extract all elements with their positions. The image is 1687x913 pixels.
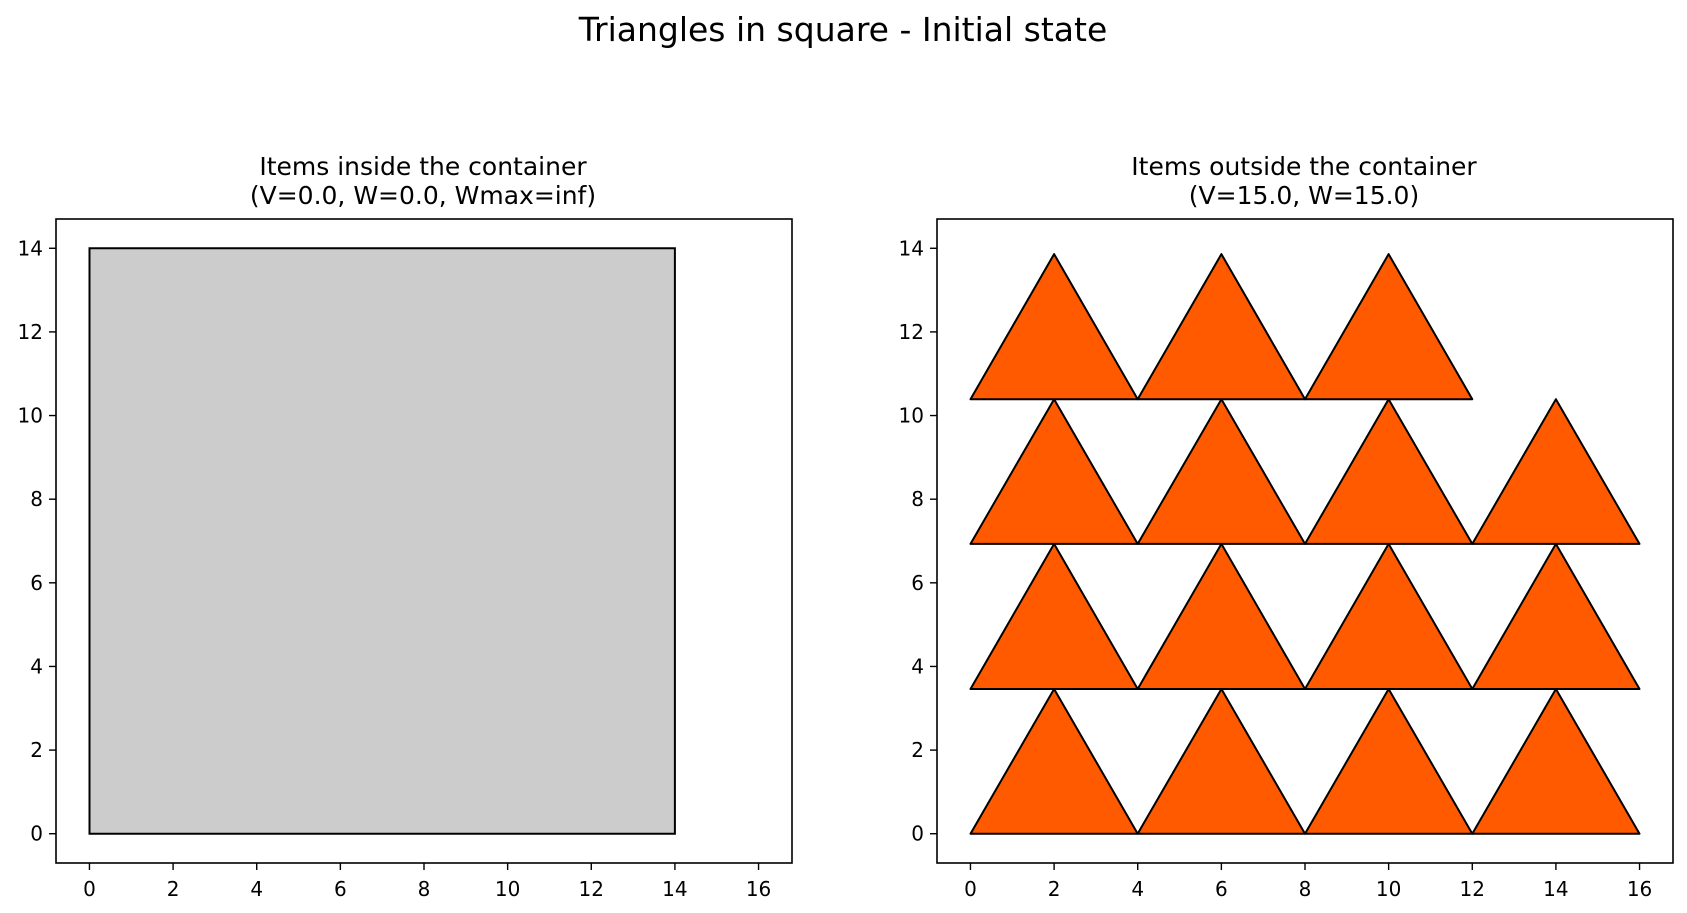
inside-x-tick-label: 10 [495, 877, 520, 901]
inside-x-tick-label: 12 [579, 877, 604, 901]
inside-y-tick-label: 2 [30, 738, 43, 762]
triangle-item-13 [969, 253, 1139, 401]
outside-x-tick-label: 14 [1543, 877, 1568, 901]
outside-x-tick-label: 8 [1299, 877, 1312, 901]
container-square [88, 247, 676, 835]
triangle-item-11 [1304, 398, 1474, 545]
outside-x-tick-label: 2 [1048, 877, 1061, 901]
triangle-item-3 [1304, 688, 1474, 835]
inside-y-tick-label: 10 [18, 404, 43, 428]
inside-y-tick-label: 8 [30, 487, 43, 511]
panel-outside: Items outside the container (V=15.0, W=1… [899, 152, 1674, 901]
triangle-item-10 [1136, 398, 1306, 545]
inside-x-tick-label: 16 [746, 877, 771, 901]
inside-y-tick-label: 4 [30, 654, 43, 678]
triangle-item-7 [1304, 542, 1474, 690]
outside-x-tick-label: 0 [964, 877, 977, 901]
triangle-item-15 [1304, 253, 1474, 401]
panel-outside-title-line2: (V=15.0, W=15.0) [1189, 181, 1419, 210]
plot-area-inside: 0 2 4 6 8 10 12 14 16 0 2 4 6 8 10 12 14 [18, 218, 793, 901]
inside-x-tick-label: 2 [167, 877, 180, 901]
plot-area-outside: 0 2 4 6 8 10 12 14 16 0 2 4 6 8 10 12 14 [899, 218, 1674, 901]
outside-y-tick-label: 4 [911, 654, 924, 678]
outside-x-tick-label: 4 [1131, 877, 1144, 901]
triangle-item-6 [1136, 542, 1306, 690]
outside-y-tick-label: 14 [899, 236, 924, 260]
triangle-item-14 [1136, 253, 1306, 401]
triangle-item-2 [1136, 688, 1306, 835]
panel-inside-title-line1: Items inside the container [259, 152, 587, 181]
triangle-item-12 [1471, 398, 1641, 545]
inside-x-tick-label: 4 [250, 877, 263, 901]
outside-x-tick-label: 10 [1376, 877, 1401, 901]
triangle-item-4 [1471, 688, 1641, 835]
inside-x-tick-label: 8 [418, 877, 431, 901]
triangle-item-1 [969, 688, 1139, 835]
inside-x-tick-label: 14 [662, 877, 687, 901]
outside-y-tick-label: 8 [911, 487, 924, 511]
inside-x-tick-label: 6 [334, 877, 347, 901]
inside-x-tick-label: 0 [83, 877, 96, 901]
panel-inside: Items inside the container (V=0.0, W=0.0… [18, 152, 793, 901]
outside-x-tick-label: 16 [1627, 877, 1652, 901]
outside-x-tick-label: 6 [1215, 877, 1228, 901]
inside-y-tick-label: 14 [18, 236, 43, 260]
panel-inside-title-line2: (V=0.0, W=0.0, Wmax=inf) [250, 181, 596, 210]
inside-y-tick-label: 12 [18, 320, 43, 344]
triangle-item-8 [1471, 542, 1641, 690]
figure-title: Triangles in square - Initial state [578, 10, 1108, 49]
triangle-item-5 [969, 542, 1139, 690]
outside-y-tick-label: 6 [911, 571, 924, 595]
inside-y-tick-label: 6 [30, 571, 43, 595]
outside-x-tick-label: 12 [1460, 877, 1485, 901]
triangle-item-9 [969, 398, 1139, 545]
inside-y-tick-label: 0 [30, 822, 43, 846]
outside-y-tick-label: 10 [899, 404, 924, 428]
outside-y-tick-label: 0 [911, 822, 924, 846]
panel-outside-title-line1: Items outside the container [1131, 152, 1477, 181]
outside-y-tick-label: 2 [911, 738, 924, 762]
outside-y-tick-label: 12 [899, 320, 924, 344]
